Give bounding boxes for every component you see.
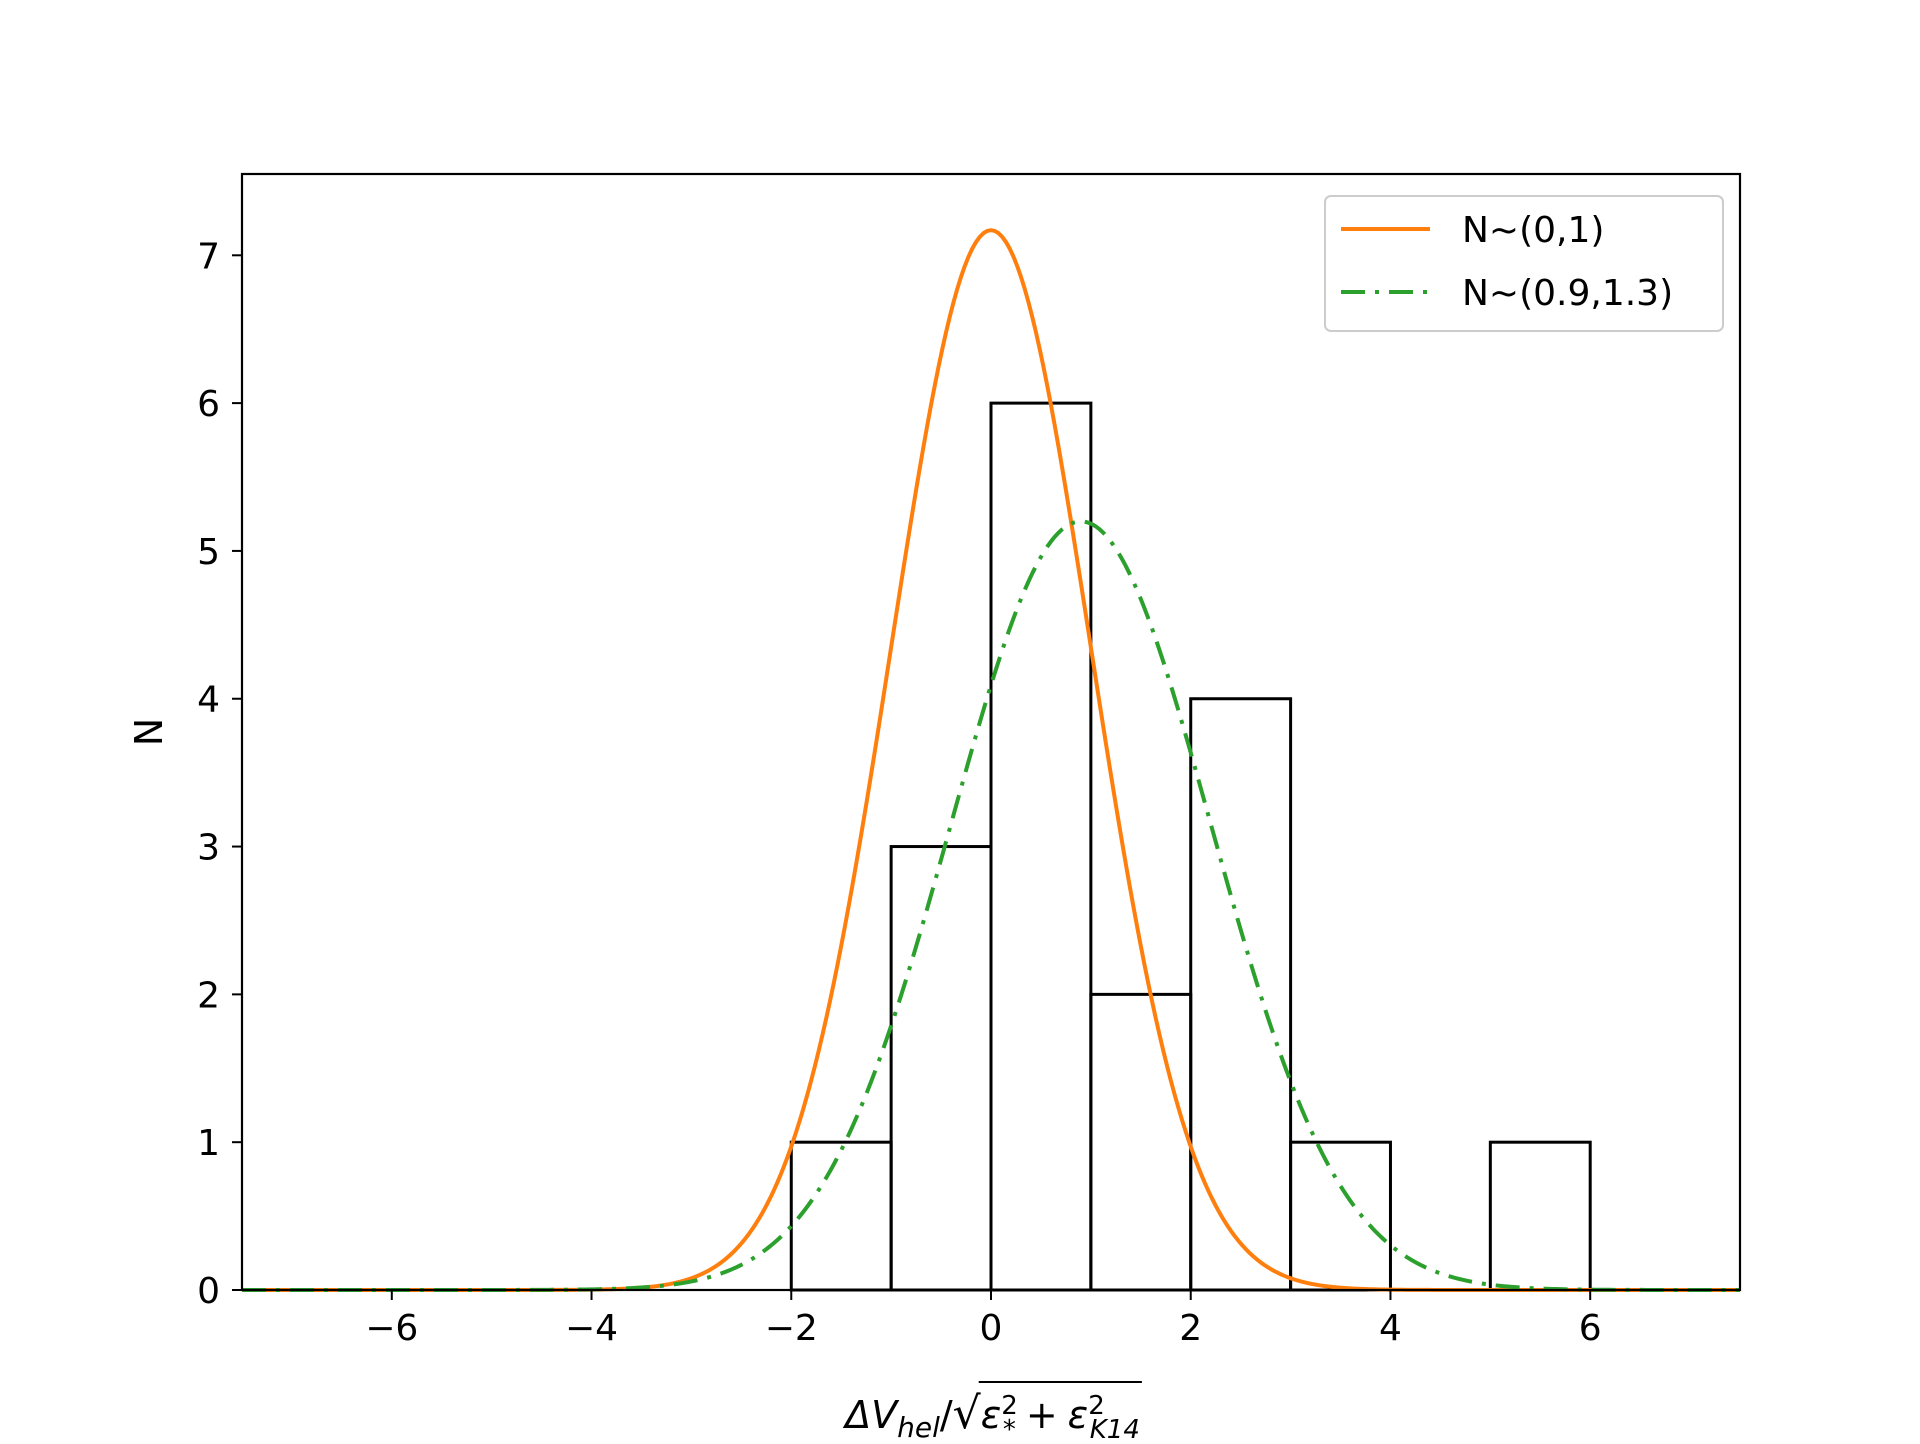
histogram-bar	[1289, 1140, 1392, 1292]
x-label-hel-subscript: hel	[897, 1411, 940, 1440]
x-tick-label: −2	[765, 1308, 818, 1349]
x-label-epsilon-k14: ε	[1068, 1393, 1089, 1437]
x-label-k14-superscript: 2	[1088, 1391, 1105, 1421]
histogram-bar	[789, 1140, 893, 1292]
x-label-slash: /	[940, 1393, 953, 1437]
x-tick-label: 0	[980, 1308, 1003, 1349]
legend-label-normal-0-1: N~(0,1)	[1462, 210, 1604, 251]
y-tick-label: 2	[197, 975, 220, 1016]
x-label-plus: +	[1026, 1393, 1058, 1437]
legend-label-normal-0.9-1.3: N~(0.9,1.3)	[1462, 273, 1673, 314]
legend: N~(0,1) N~(0.9,1.3)	[1324, 195, 1724, 332]
x-label-k14-subscript: K14	[1090, 1415, 1140, 1440]
x-tick-label: −6	[365, 1308, 418, 1349]
y-tick-label: 0	[197, 1271, 220, 1312]
y-tick-label: 6	[197, 384, 220, 425]
y-axis-label: N	[127, 718, 171, 746]
x-label-star-superscript: 2	[1001, 1391, 1018, 1421]
x-label-star-subscript: *	[1003, 1415, 1016, 1440]
x-tick-label: 4	[1379, 1308, 1402, 1349]
x-label-sqrt: √	[953, 1388, 982, 1439]
y-tick-label: 5	[197, 532, 220, 573]
x-tick-label: −4	[565, 1308, 618, 1349]
histogram-bar	[1189, 697, 1293, 1292]
histogram-bar	[989, 401, 1093, 1292]
x-label-epsilon-star: ε	[981, 1393, 1002, 1437]
y-tick-label: 1	[197, 1123, 220, 1164]
y-tick-label: 7	[197, 236, 220, 277]
histogram-bar	[1089, 992, 1193, 1292]
y-tick-label: 3	[197, 828, 220, 869]
x-axis-label: ΔVhel/√ε2 * + ε2 K14	[842, 1381, 1142, 1444]
x-tick-label: 2	[1179, 1308, 1202, 1349]
x-tick-label: 6	[1579, 1308, 1602, 1349]
y-tick-label: 4	[197, 680, 220, 721]
histogram-bar	[889, 845, 993, 1292]
x-label-delta-v: ΔV	[842, 1393, 900, 1437]
histogram-bar	[1488, 1140, 1592, 1292]
